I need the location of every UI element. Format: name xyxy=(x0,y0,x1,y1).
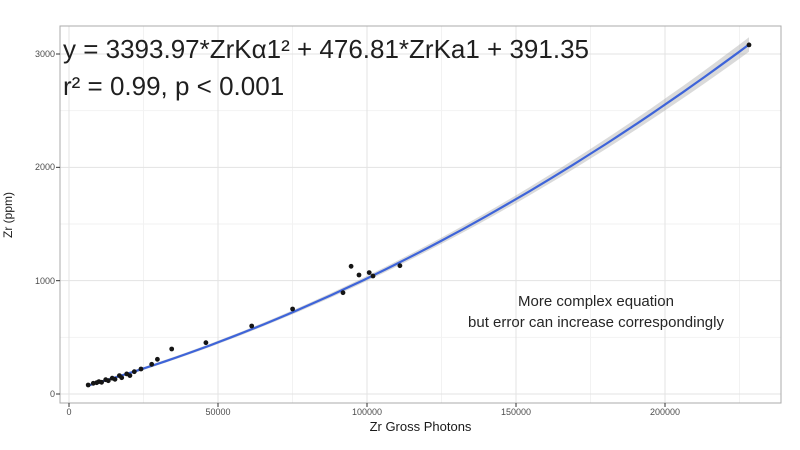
data-point xyxy=(746,42,752,48)
data-point xyxy=(99,379,104,385)
fit-equation-line1: y = 3393.97*ZrKα1² + 476.81*ZrKa1 + 391.… xyxy=(63,34,589,64)
data-point xyxy=(370,273,376,279)
y-tick-label: 3000 xyxy=(34,49,55,59)
y-tick-label: 1000 xyxy=(34,275,55,286)
data-point xyxy=(348,263,354,269)
data-point xyxy=(85,382,91,388)
data-points xyxy=(85,42,752,388)
data-point xyxy=(397,263,403,269)
fit-line xyxy=(87,43,751,387)
x-tick-label: 150000 xyxy=(500,407,532,417)
x-axis-title: Zr Gross Photons xyxy=(369,419,472,434)
note-line1: More complex equation xyxy=(518,293,674,310)
x-tick-label: 50000 xyxy=(205,407,231,417)
x-tick-label: 100000 xyxy=(351,407,383,417)
fit-equation: y = 3393.97*ZrKα1² + 476.81*ZrKa1 + 391.… xyxy=(63,31,589,105)
axis-ticks xyxy=(56,53,666,407)
data-point xyxy=(138,366,144,372)
y-axis-title: Zr (ppm) xyxy=(1,192,15,238)
x-tick-label: 0 xyxy=(66,407,72,417)
minor-gridlines xyxy=(60,26,781,403)
major-gridlines xyxy=(60,26,781,403)
note-annotation: More complex equation but error can incr… xyxy=(445,291,747,333)
y-tick-label: 0 xyxy=(49,389,55,399)
y-tick-label: 2000 xyxy=(34,162,55,173)
data-point xyxy=(105,378,111,384)
data-point xyxy=(155,356,160,362)
data-point xyxy=(203,340,209,346)
note-line2: but error can increase correspondingly xyxy=(468,314,724,331)
fit-equation-line2: r² = 0.99, p < 0.001 xyxy=(63,71,285,101)
data-point xyxy=(131,369,137,375)
data-point xyxy=(112,376,118,382)
data-point xyxy=(356,272,362,278)
data-point xyxy=(366,270,372,275)
data-point xyxy=(340,290,346,296)
data-point xyxy=(127,373,133,378)
x-tick-label: 200000 xyxy=(649,407,681,417)
data-point xyxy=(119,375,125,381)
data-point xyxy=(149,361,155,367)
data-point xyxy=(249,323,255,329)
data-point xyxy=(169,346,175,352)
data-point xyxy=(290,306,295,312)
